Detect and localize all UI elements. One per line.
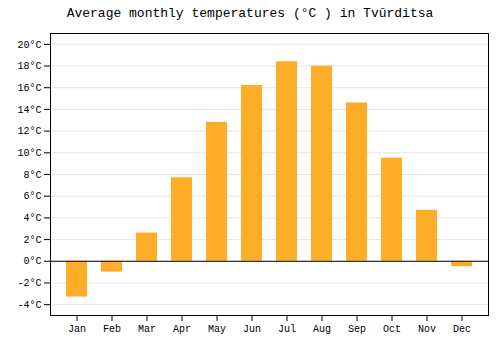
svg-text:-4°C: -4°C	[17, 300, 41, 311]
svg-text:May: May	[208, 324, 226, 335]
svg-text:12°C: 12°C	[17, 126, 41, 137]
svg-text:18°C: 18°C	[17, 61, 41, 72]
svg-text:Aug: Aug	[313, 324, 331, 335]
svg-text:2°C: 2°C	[23, 235, 41, 246]
svg-text:Oct: Oct	[383, 324, 401, 335]
svg-text:4°C: 4°C	[23, 213, 41, 224]
svg-text:14°C: 14°C	[17, 105, 41, 116]
svg-text:Sep: Sep	[348, 324, 366, 335]
svg-text:Jan: Jan	[68, 324, 86, 335]
html-text:Average monthly temperatures (: Average monthly temperatures (°C ) in Tv…	[66, 6, 434, 21]
svg-text:6°C: 6°C	[23, 191, 41, 202]
svg-text:-2°C: -2°C	[17, 278, 41, 289]
svg-text:Feb: Feb	[103, 324, 121, 335]
svg-text:Apr: Apr	[173, 324, 191, 335]
svg-text:Dec: Dec	[453, 324, 471, 335]
svg-text:Jun: Jun	[243, 324, 261, 335]
svg-text:8°C: 8°C	[23, 170, 41, 181]
svg-text:0°C: 0°C	[23, 256, 41, 267]
svg-text:Nov: Nov	[418, 324, 436, 335]
svg-text:16°C: 16°C	[17, 83, 41, 94]
svg-text:Jul: Jul	[278, 324, 296, 335]
svg-text:Mar: Mar	[138, 324, 156, 335]
svg-text:10°C: 10°C	[17, 148, 41, 159]
svg-text:20°C: 20°C	[17, 40, 41, 51]
